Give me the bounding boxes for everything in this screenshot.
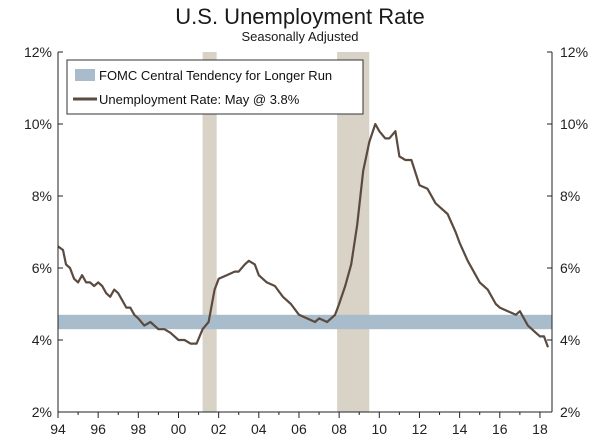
x-tick-label: 12 [412, 421, 428, 437]
chart-title: U.S. Unemployment Rate [175, 4, 425, 29]
x-tick-label: 16 [492, 421, 508, 437]
x-tick-label: 98 [131, 421, 147, 437]
fomc-band [58, 314, 552, 330]
legend-box [66, 59, 364, 115]
x-tick-label: 06 [291, 421, 307, 437]
y-tick-label-left: 2% [32, 404, 52, 420]
y-tick-label-right: 6% [560, 260, 580, 276]
chart-subtitle: Seasonally Adjusted [241, 29, 359, 44]
x-tick-label: 00 [171, 421, 187, 437]
x-tick-label: 02 [211, 421, 227, 437]
y-tick-label-right: 12% [560, 44, 588, 60]
y-tick-label-right: 8% [560, 188, 580, 204]
legend-swatch-band [75, 69, 95, 81]
y-tick-label-right: 4% [560, 332, 580, 348]
y-tick-label-left: 6% [32, 260, 52, 276]
y-tick-label-left: 4% [32, 332, 52, 348]
fomc-band-layer [58, 314, 552, 330]
x-tick-label: 10 [372, 421, 388, 437]
x-tick-label: 94 [50, 421, 66, 437]
x-tick-label: 04 [251, 421, 267, 437]
x-tick-label: 08 [331, 421, 347, 437]
y-tick-label-left: 10% [24, 116, 52, 132]
y-tick-label-right: 10% [560, 116, 588, 132]
legend-label-band: FOMC Central Tendency for Longer Run [99, 68, 332, 83]
legend: FOMC Central Tendency for Longer Run Unem… [66, 59, 364, 115]
x-tick-label: 18 [532, 421, 548, 437]
axes: 2% 2% 4% 4% 6% 6% 8% 8% 10% 10% 12% 12% 94 96 98 00 02 04… [24, 44, 588, 437]
y-tick-label-left: 8% [32, 188, 52, 204]
x-tick-label: 14 [452, 421, 468, 437]
series-layer [57, 122, 550, 348]
unemployment-line [57, 122, 550, 348]
legend-label-series: Unemployment Rate: May @ 3.8% [99, 92, 300, 107]
y-tick-label-right: 2% [560, 404, 580, 420]
y-tick-label-left: 12% [24, 44, 52, 60]
x-tick-label: 96 [90, 421, 106, 437]
